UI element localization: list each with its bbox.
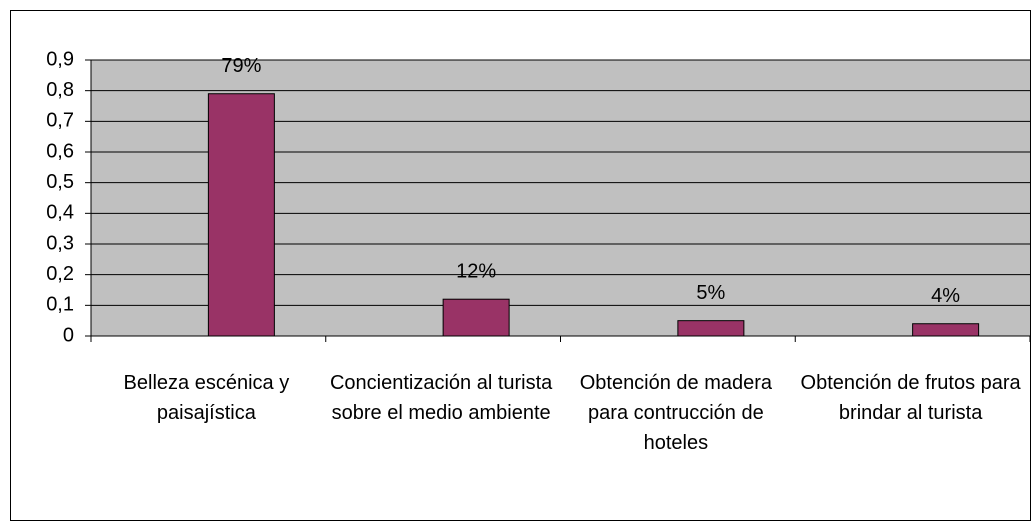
y-tick-label: 0,2	[46, 263, 74, 285]
y-tick-label: 0,7	[46, 110, 74, 132]
y-tick-label: 0,9	[46, 48, 74, 70]
y-tick-label: 0,1	[46, 294, 74, 316]
bar	[442, 298, 510, 337]
x-tick-label: Obtención de madera para contrucción de …	[579, 372, 773, 454]
y-tick-label: 0,8	[46, 79, 74, 101]
y-tick-label: 0,4	[46, 202, 74, 224]
x-tick-label: Belleza escénica y paisajística	[123, 372, 290, 424]
y-tick-label: 0,5	[46, 171, 74, 193]
bar	[912, 323, 980, 337]
y-tick-label: 0,3	[46, 232, 74, 254]
data-label: 79%	[221, 55, 261, 77]
x-tick-label: Concientización al turista sobre el medi…	[329, 372, 553, 424]
x-tick-label: Obtención de frutos para brindar al turi…	[800, 372, 1021, 424]
bar	[207, 93, 275, 337]
y-tick-label: 0	[63, 324, 74, 346]
bar	[677, 320, 745, 337]
data-label: 4%	[931, 285, 960, 307]
y-tick-label: 0,6	[46, 140, 74, 162]
data-label: 12%	[456, 260, 496, 282]
data-label: 5%	[696, 282, 725, 304]
